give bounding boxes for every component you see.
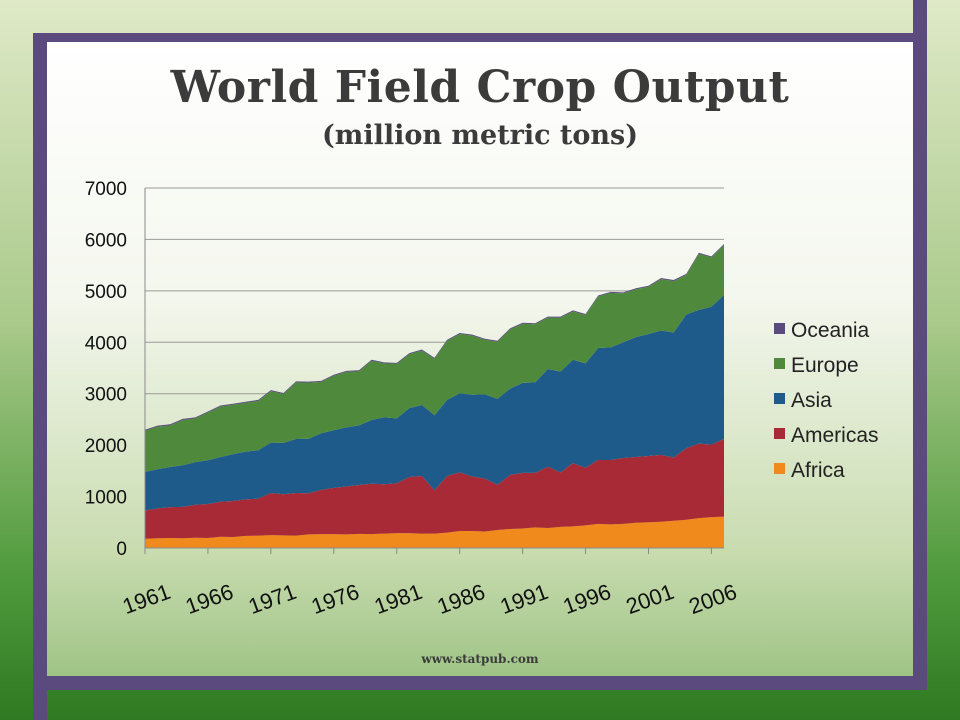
y-tick-label: 0 [116,539,127,560]
x-tick-label: 1996 [560,579,615,619]
axes [144,188,724,554]
legend-label-asia: Asia [791,389,832,412]
legend-swatch-europe [774,358,785,369]
y-tick-label: 5000 [85,282,127,303]
legend-label-europe: Europe [791,354,859,377]
legend-swatch-americas [774,428,785,439]
y-tick-labels: 0 1000 2000 3000 4000 5000 6000 7000 [85,179,127,560]
legend-swatch-africa [774,463,785,474]
chart-title: World Field Crop Output [170,62,790,113]
frame-bar-left [33,33,47,720]
frame-bar-right [913,0,927,690]
area-series [145,244,724,548]
x-tick-label: 1976 [308,579,363,619]
frame-bar-bottom [47,676,913,690]
series-europe-area [145,245,724,472]
y-tick-label: 7000 [85,179,127,200]
x-tick-label: 1961 [119,579,174,619]
chart-subtitle: (million metric tons) [321,120,639,151]
y-tick-label: 3000 [85,385,127,406]
x-tick-labels: 1961 1966 1971 1976 1981 1986 1991 1996 2001 2006 [119,579,740,619]
series-americas-area [145,438,724,539]
x-tick-label: 2006 [686,579,741,619]
x-tick-label: 1966 [182,579,237,619]
y-tick-label: 1000 [85,488,127,509]
y-tick-label: 2000 [85,436,127,457]
legend-label-oceania: Oceania [791,319,870,342]
y-tick-label: 4000 [85,333,127,354]
legend-swatch-oceania [774,323,785,334]
frame-bar-top [33,33,913,42]
series-africa-area [145,516,724,548]
x-tick-label: 1981 [371,579,426,619]
legend-label-americas: Americas [791,424,879,447]
x-tick-label: 1991 [497,579,552,619]
legend-label-africa: Africa [791,459,845,482]
x-tick-label: 1971 [245,579,300,619]
x-tick-label: 1986 [434,579,489,619]
footer-url: www.statpub.com [421,652,539,666]
legend: Oceania Europe Asia Americas Africa [774,319,879,482]
x-tick-label: 2001 [623,579,678,619]
y-tick-label: 6000 [85,230,127,251]
series-asia-area [145,294,724,511]
legend-swatch-asia [774,393,785,404]
